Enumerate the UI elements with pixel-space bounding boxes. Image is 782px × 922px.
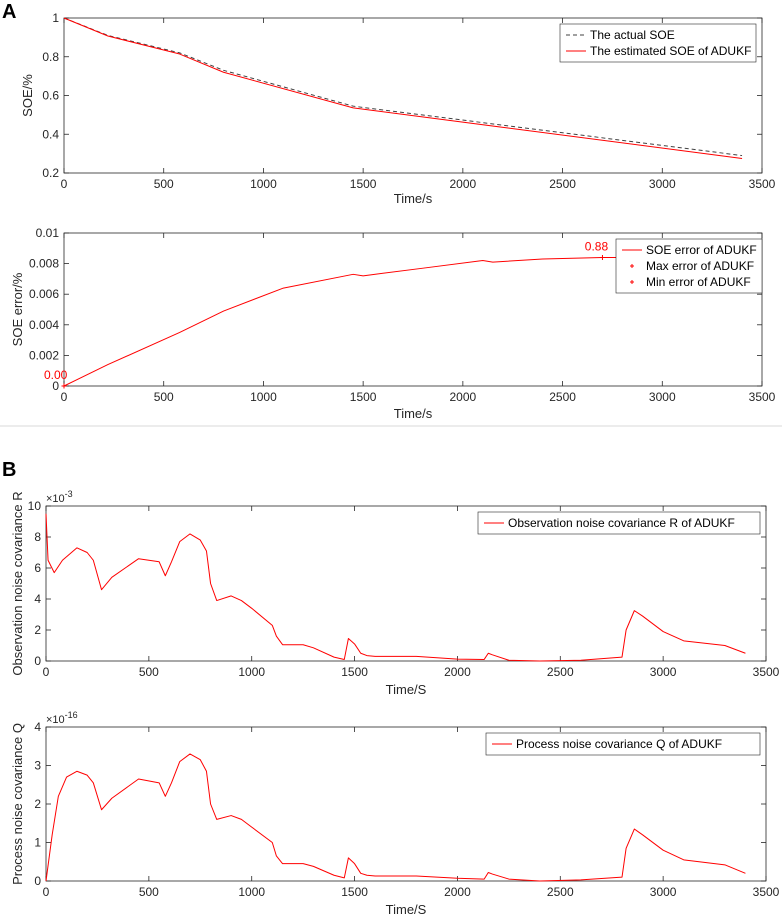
legend-box [485, 732, 761, 756]
y-tick-label: 4 [34, 592, 41, 606]
x-tick-label: 1000 [238, 665, 265, 679]
legend-swatch-marker [630, 280, 634, 284]
x-tick-label: 1500 [341, 665, 368, 679]
y-axis-label: Observation noise covariance R [10, 491, 25, 675]
x-tick-label: 2500 [549, 177, 576, 191]
y-tick-label: 3 [34, 759, 41, 773]
x-tick-label: 0 [43, 885, 50, 899]
y-tick-label: 0.002 [29, 348, 59, 362]
legend-box [615, 238, 763, 294]
y-tick-label: 1 [52, 11, 59, 25]
soe-chart: 0 500 1000 1500 2000 2500 3000 3500 0.2 0.4 0.6 0.8… [20, 11, 776, 206]
y-tick-label: 0 [34, 874, 41, 888]
noise-q-chart: 0 500 1000 1500 2000 2500 3000 3500 0 1 2 3 4 Time/S P… [10, 710, 780, 917]
y-tick-label: 0.4 [42, 127, 59, 141]
marker-0 [599, 254, 605, 260]
y-axis-label: SOE/% [20, 74, 35, 117]
legend: Process noise covariance Q of ADUKF [485, 732, 761, 756]
x-tick-label: 500 [139, 885, 159, 899]
x-tick-label: 3000 [650, 885, 677, 899]
x-tick-label: 0 [61, 390, 68, 404]
x-axis-label: Time/S [386, 902, 427, 917]
x-tick-label: 2000 [444, 885, 471, 899]
x-tick-label: 1000 [250, 390, 277, 404]
y-tick-label: 6 [34, 561, 41, 575]
legend-entry: The actual SOE [590, 28, 675, 42]
series-line-1 [63, 17, 743, 159]
marker-label-1: 0.00 [44, 368, 68, 382]
y-tick-label: 0.004 [29, 318, 59, 332]
legend: The actual SOE The estimated SOE of ADUKF [559, 23, 757, 63]
x-tick-label: 3500 [749, 390, 776, 404]
legend-box [477, 511, 761, 535]
legend-box [559, 23, 757, 63]
x-tick-label: 500 [139, 665, 159, 679]
axis-exponent: ×10-3 [46, 489, 73, 505]
x-tick-label: 2000 [444, 665, 471, 679]
series-line-0 [63, 256, 743, 387]
y-tick-label: 0.01 [36, 226, 60, 240]
marker-label-0: 0.88 [585, 239, 609, 253]
y-tick-label: 0.6 [42, 89, 59, 103]
y-tick-label: 4 [34, 720, 41, 734]
x-tick-label: 3000 [649, 390, 676, 404]
legend-entry: Process noise covariance Q of ADUKF [516, 737, 722, 751]
x-tick-label: 3000 [650, 665, 677, 679]
y-axis-label: SOE error/% [10, 272, 25, 346]
legend-entry: Max error of ADUKF [646, 259, 754, 273]
plot-frame [63, 232, 763, 387]
legend-entry: SOE error of ADUKF [646, 243, 757, 257]
y-tick-label: 0.008 [29, 257, 59, 271]
soe-error-chart: 0 500 1000 1500 2000 2500 3000 3500 0 0.002 0.004 0… [10, 226, 776, 421]
x-tick-label: 2000 [450, 177, 477, 191]
panel-label-a: A [2, 1, 16, 23]
y-tick-label: 0.006 [29, 287, 59, 301]
series-line-0 [45, 513, 746, 662]
x-tick-label: 2500 [547, 665, 574, 679]
y-tick-label: 2 [34, 797, 41, 811]
x-tick-label: 2500 [549, 390, 576, 404]
x-tick-label: 1500 [341, 885, 368, 899]
y-tick-label: 10 [28, 499, 42, 513]
y-tick-label: 8 [34, 530, 41, 544]
axis-exponent: ×10-16 [46, 710, 78, 726]
x-tick-label: 1000 [238, 885, 265, 899]
x-tick-label: 500 [154, 177, 174, 191]
x-axis-label: Time/s [394, 406, 433, 421]
x-tick-label: 1500 [350, 390, 377, 404]
y-tick-label: 0 [34, 654, 41, 668]
x-tick-label: 0 [43, 665, 50, 679]
x-tick-label: 3500 [753, 885, 780, 899]
noise-r-chart: 0 500 1000 1500 2000 2500 3000 3500 0 2 4 6 8 10 Time/… [10, 489, 780, 697]
y-tick-label: 0 [52, 379, 59, 393]
x-tick-label: 3500 [753, 665, 780, 679]
y-tick-label: 1 [34, 836, 41, 850]
x-tick-label: 0 [61, 177, 68, 191]
y-axis-label: Process noise covariance Q [10, 723, 25, 885]
marker-1 [61, 383, 67, 389]
legend-entry: Min error of ADUKF [646, 275, 751, 289]
panel-label-b: B [2, 459, 16, 481]
legend: Observation noise covariance R of ADUKF [477, 511, 761, 535]
legend-swatch-marker [630, 264, 634, 268]
x-axis-label: Time/s [394, 191, 433, 206]
x-tick-label: 1000 [250, 177, 277, 191]
series-line-0 [45, 753, 746, 882]
x-tick-label: 2500 [547, 885, 574, 899]
x-tick-label: 500 [154, 390, 174, 404]
x-tick-label: 2000 [450, 390, 477, 404]
y-tick-label: 2 [34, 623, 41, 637]
legend-entry: Observation noise covariance R of ADUKF [508, 516, 735, 530]
x-tick-label: 3500 [749, 177, 776, 191]
x-tick-label: 1500 [350, 177, 377, 191]
y-tick-label: 0.2 [42, 166, 59, 180]
plot-frame [45, 505, 767, 662]
legend: SOE error of ADUKF Max error of ADUKF Min … [615, 238, 763, 294]
legend-entry: The estimated SOE of ADUKF [590, 44, 751, 58]
x-tick-label: 3000 [649, 177, 676, 191]
x-axis-label: Time/S [386, 682, 427, 697]
y-tick-label: 0.8 [42, 50, 59, 64]
